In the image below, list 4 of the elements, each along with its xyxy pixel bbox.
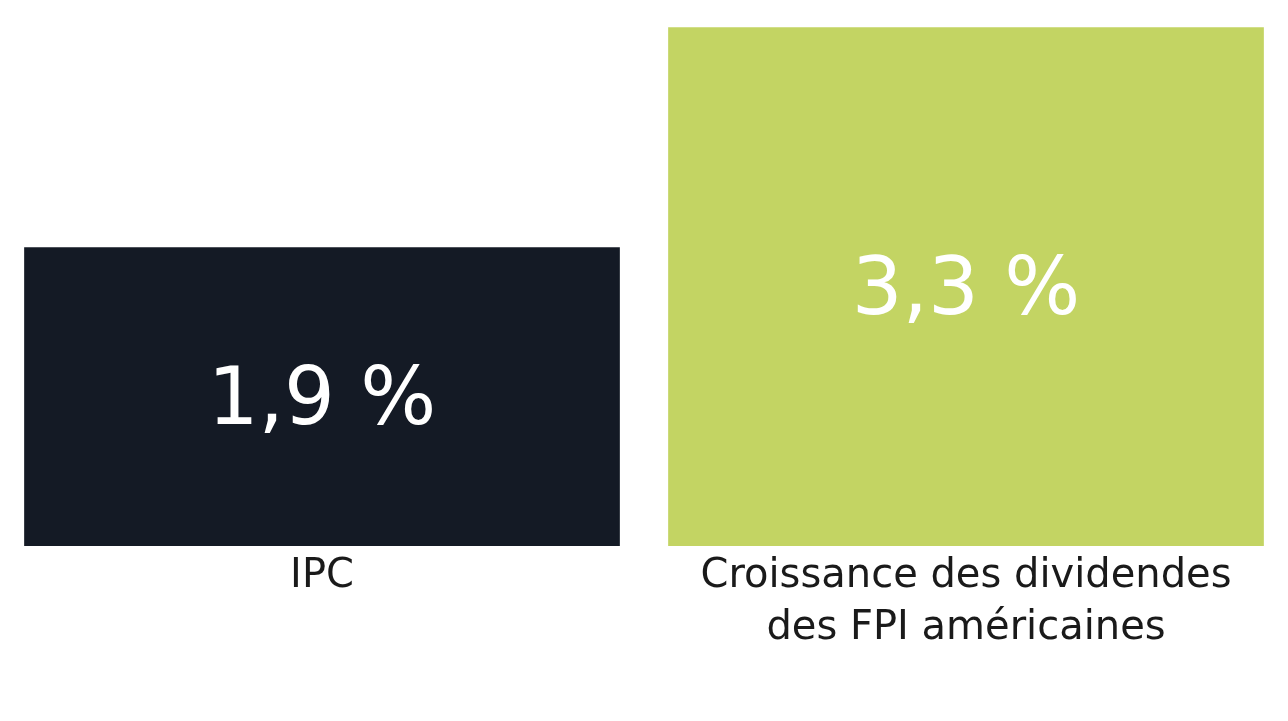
data-label: 1,9 % bbox=[207, 350, 437, 444]
x-tick-label: Croissance des dividendes des FPI américaines bbox=[700, 550, 1232, 648]
data-label: 3,3 % bbox=[851, 240, 1081, 334]
x-tick-label: IPC bbox=[290, 550, 354, 596]
